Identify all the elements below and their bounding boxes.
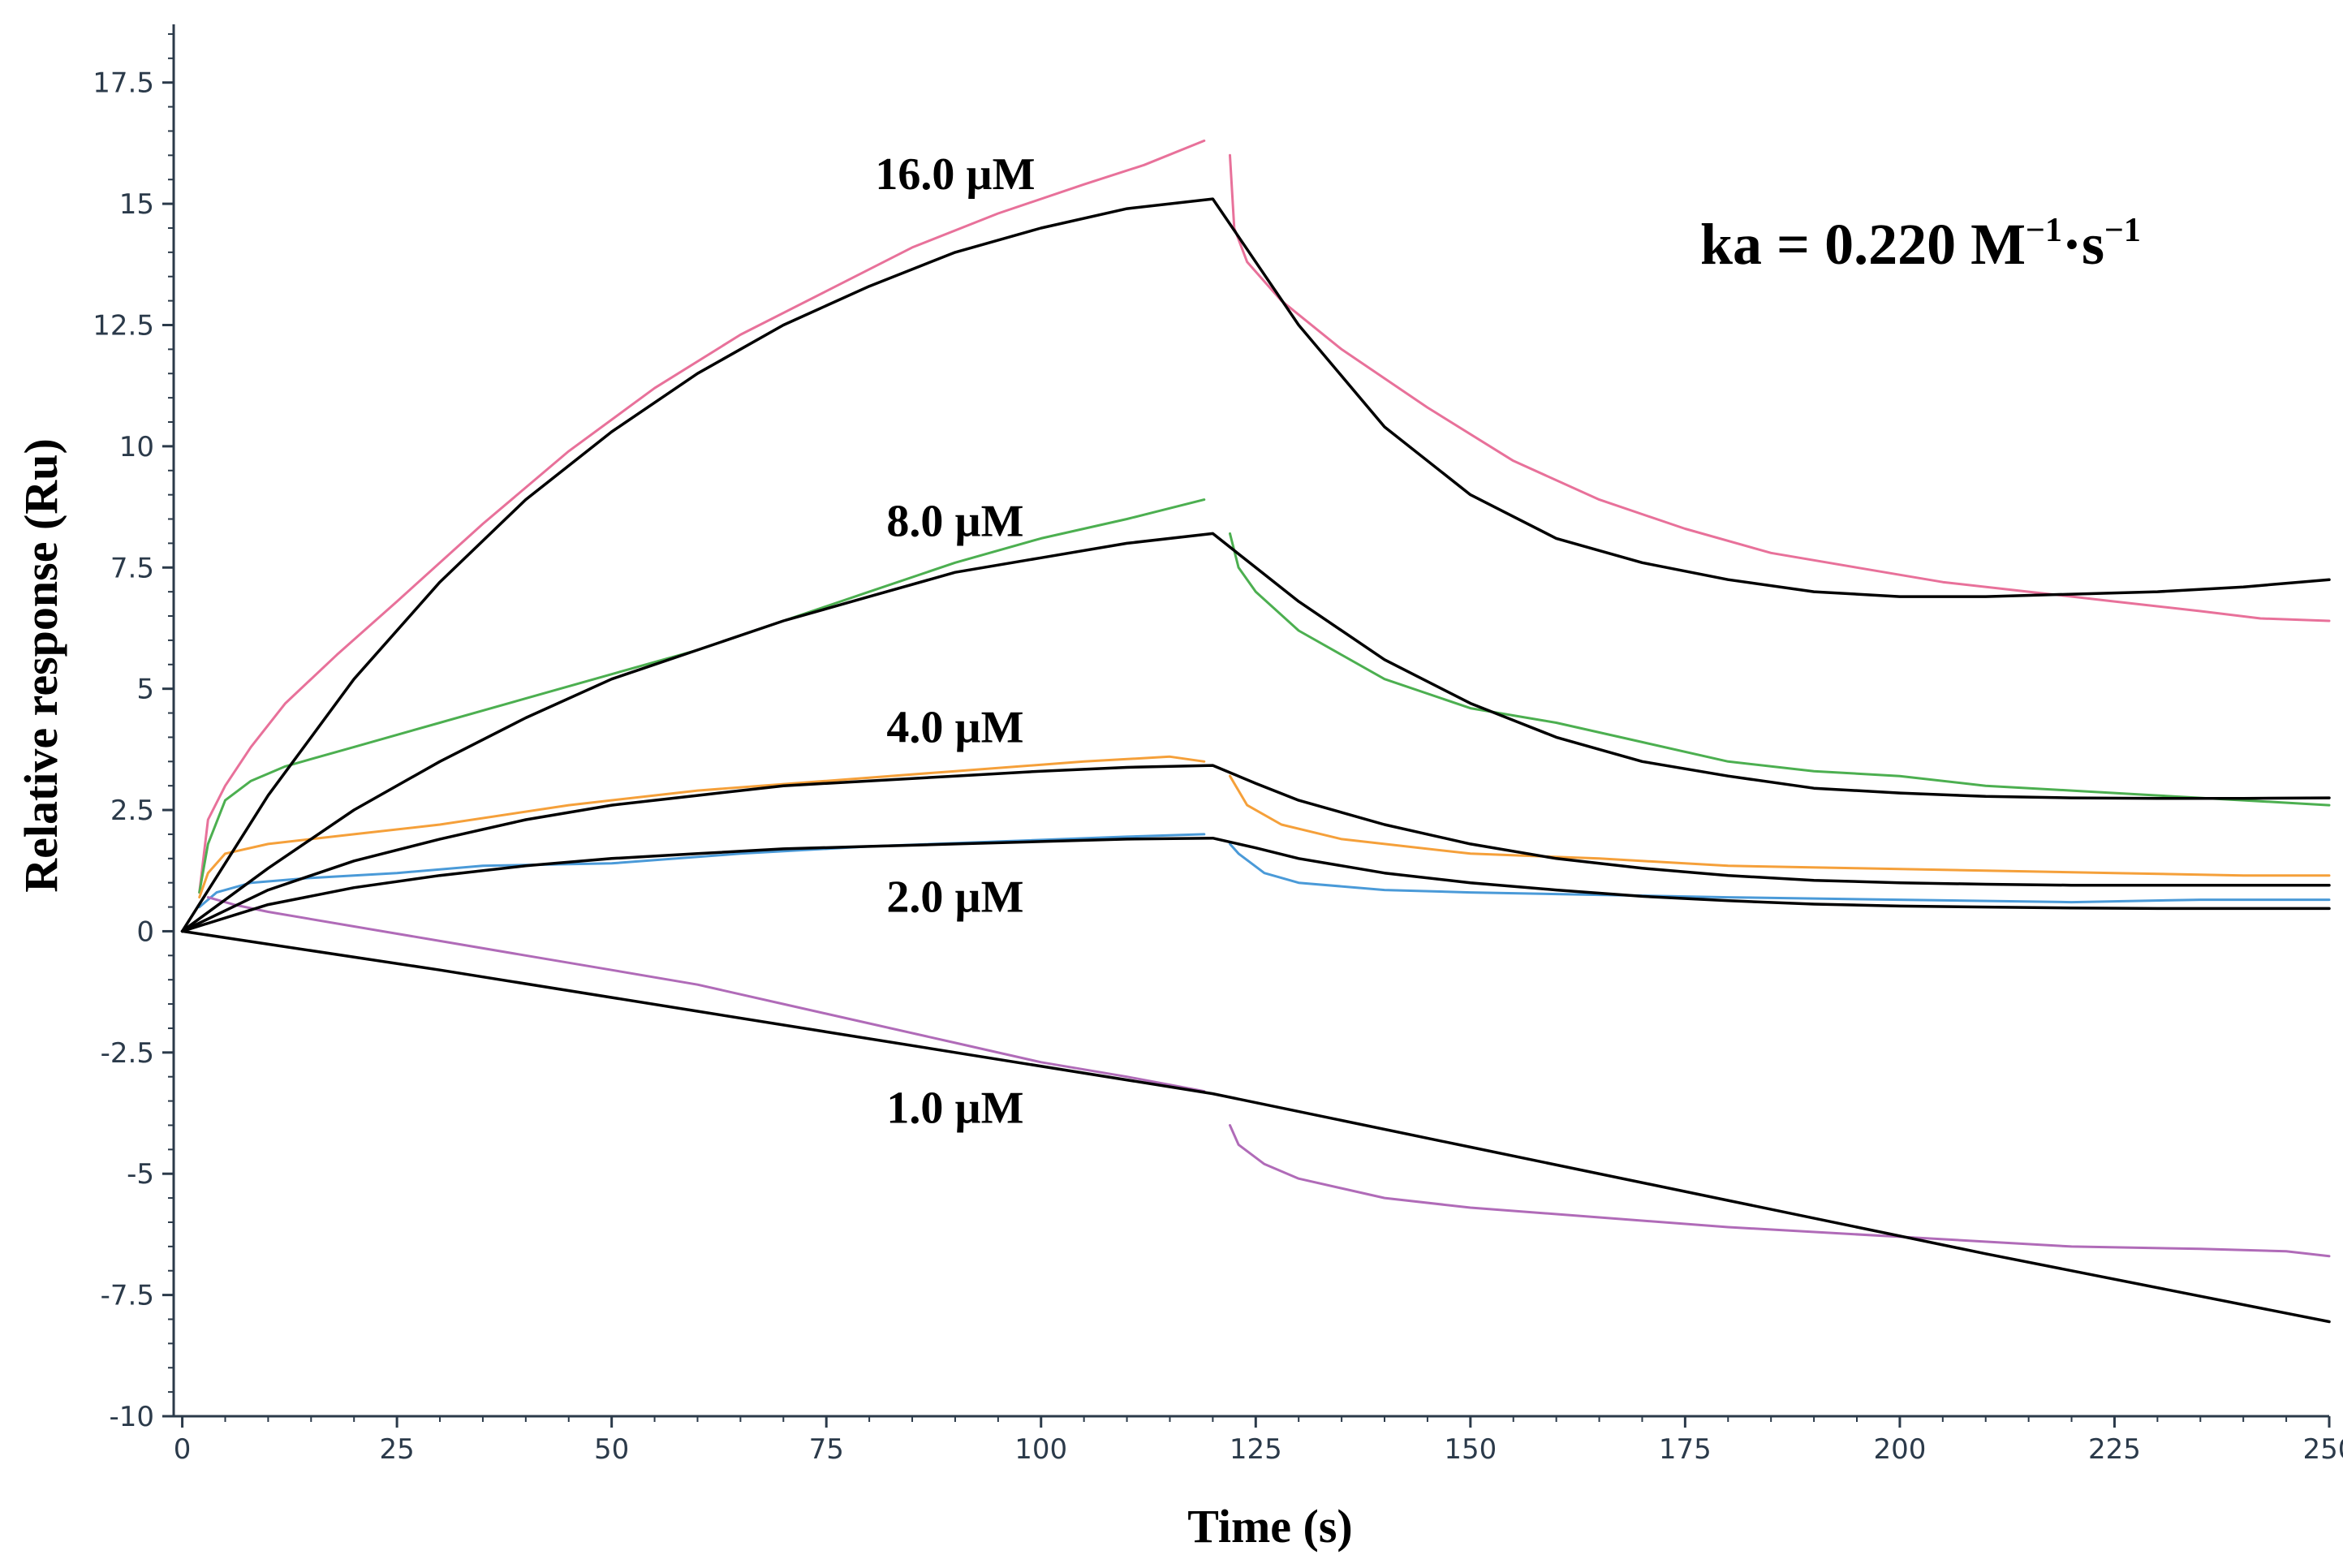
x-tick-label: 100 <box>1014 1433 1067 1466</box>
axes: -10 -7.5 -5 -2.5 0 2.5 5 7.5 10 12.5 15 17.5 0 25 50 75… <box>93 24 2343 1466</box>
y-tick-label: -5 <box>127 1158 154 1191</box>
x-tick-label: 125 <box>1230 1433 1282 1466</box>
y-tick-label: 2.5 <box>110 795 154 827</box>
fit-line <box>180 197 2331 933</box>
y-tick-label: 12.5 <box>93 309 154 342</box>
fit-line <box>180 929 2331 1324</box>
y-tick-label: -10 <box>109 1401 154 1433</box>
y-tick-label: 17.5 <box>93 67 154 100</box>
concentration-label: 8.0 µM <box>886 496 1023 546</box>
x-tick-label: 25 <box>379 1433 414 1466</box>
y-tick-label: 0 <box>136 915 154 948</box>
x-tick-label: 225 <box>2088 1433 2141 1466</box>
x-tick-label: 200 <box>1873 1433 1926 1466</box>
fit-line <box>180 764 2331 933</box>
x-tick-label: 75 <box>809 1433 844 1466</box>
concentration-label: 4.0 µM <box>886 702 1023 752</box>
ka-annotation: ka = 0.220 M−1·s−1 <box>1700 212 2141 277</box>
y-tick-label: 10 <box>119 431 154 463</box>
concentration-label: 16.0 µM <box>875 149 1035 200</box>
y-tick-label: -2.5 <box>101 1037 154 1070</box>
y-tick-label: 5 <box>136 674 154 706</box>
fit-line <box>180 836 2331 933</box>
y-axis-title: Relative response (Ru) <box>15 438 67 893</box>
fit-line <box>180 532 2331 933</box>
data-line <box>206 896 1206 1093</box>
data-line <box>198 498 1206 894</box>
series-layer <box>180 139 2331 1324</box>
y-tick-label: 7.5 <box>110 552 154 584</box>
ka-prefix: ka = 0.220 M <box>1700 212 2026 277</box>
concentration-label: 1.0 µM <box>886 1083 1023 1133</box>
x-tick-label: 50 <box>594 1433 629 1466</box>
x-tick-label: 175 <box>1659 1433 1712 1466</box>
concentration-label: 2.0 µM <box>886 872 1023 923</box>
y-tick-label: 15 <box>119 188 154 221</box>
data-line <box>1229 1124 2331 1258</box>
x-axis-title: Time (s) <box>1187 1500 1353 1553</box>
x-tick-label: 150 <box>1444 1433 1497 1466</box>
concentration-labels: 16.0 µM 8.0 µM 4.0 µM 2.0 µM 1.0 µM <box>875 149 1035 1133</box>
ka-exponent-2: −1 <box>2104 212 2141 249</box>
x-tick-label: 0 <box>174 1433 192 1466</box>
data-line <box>198 833 1206 909</box>
data-line <box>198 755 1206 899</box>
ka-middle: ·s <box>2062 212 2104 277</box>
data-line <box>1229 532 2331 807</box>
data-line <box>1229 153 2331 622</box>
data-line <box>198 139 1206 894</box>
x-tick-label: 250 <box>2303 1433 2343 1466</box>
ka-exponent-1: −1 <box>2026 212 2062 249</box>
data-line <box>1229 842 2331 904</box>
data-line <box>1229 774 2331 877</box>
y-tick-label: -7.5 <box>101 1280 154 1312</box>
